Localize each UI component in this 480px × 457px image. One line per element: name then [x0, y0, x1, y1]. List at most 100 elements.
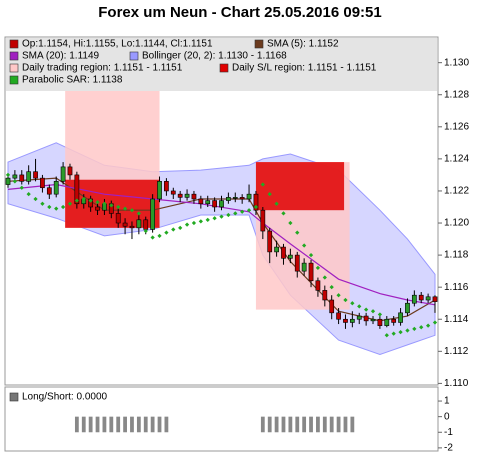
legend-swatch [9, 75, 19, 85]
bar [274, 416, 279, 433]
bar [150, 416, 155, 433]
candle-body [157, 181, 162, 200]
y-tick-label: 1.114 [444, 314, 469, 325]
candle-body [219, 200, 224, 208]
bar [74, 416, 79, 433]
candle-body [308, 262, 314, 282]
sar-dot [150, 235, 155, 240]
candle-body [46, 187, 52, 195]
y-tick-label: 1.120 [444, 218, 469, 229]
sar-dot [350, 301, 355, 306]
sar-dot [198, 219, 203, 224]
sar-dot [377, 312, 383, 317]
candle-body [115, 213, 121, 224]
legend-swatch [254, 39, 264, 49]
candle-body [136, 219, 142, 229]
sar-dot [164, 230, 169, 235]
candle-body [122, 222, 128, 227]
sar-dot [184, 222, 190, 227]
candle-body [19, 174, 25, 182]
sar-dot [357, 304, 362, 309]
y-tick-label: 1.112 [444, 346, 469, 357]
sar-dot [191, 220, 197, 226]
candle-body [184, 193, 190, 198]
sar-dot [322, 275, 327, 280]
sar-dot [178, 225, 183, 230]
bar [329, 416, 334, 433]
bar [130, 416, 134, 433]
sar-dot [205, 217, 210, 222]
sar-dot [391, 331, 396, 336]
legend-swatch [9, 51, 19, 61]
y-tick-label: 1.126 [444, 121, 469, 132]
bar [164, 416, 169, 433]
sar-dot [122, 206, 128, 211]
candle-body [418, 294, 424, 301]
sl-regions [255, 162, 345, 211]
legend-swatch [129, 51, 139, 61]
sar-dot [47, 204, 52, 210]
candle-body [53, 181, 59, 195]
candle-body [432, 296, 438, 302]
sar-dot [102, 201, 107, 206]
bar [95, 416, 100, 433]
legend-swatch [9, 39, 19, 49]
sar-dot [95, 200, 100, 205]
bar [116, 416, 121, 433]
sar-dot [19, 185, 24, 190]
legend-label: SMA (5): 1.1152 [267, 39, 339, 50]
bar [81, 416, 86, 433]
bar [295, 416, 300, 433]
sar-dot [81, 196, 86, 202]
legend-label: Op:1.1154, Hi:1.1155, Lo:1.1144, Cl:1.11… [22, 39, 213, 50]
candle-body [349, 318, 355, 323]
candle-body [239, 197, 245, 200]
sar-dot [295, 230, 300, 235]
candle-body [177, 193, 183, 198]
bar [109, 416, 114, 433]
sar-dot [26, 192, 31, 197]
candle-body [170, 190, 176, 195]
sar-dot [143, 228, 148, 234]
sar-dot [67, 201, 73, 206]
main-plot: 1.110 1.112 1.114 1.116 1.118 1.120 1.122 1.124… [5, 38, 469, 389]
candle-body [274, 246, 279, 253]
y-tick-label: 1.122 [444, 186, 469, 197]
candle-body [322, 290, 328, 301]
sar-dot [219, 214, 224, 219]
sar-dot [60, 204, 66, 210]
sar-dot [412, 326, 417, 331]
bar [316, 416, 320, 433]
sar-dot [260, 182, 265, 187]
y-tick-label: -1 [444, 427, 453, 438]
y-tick-label: 1.118 [444, 250, 469, 261]
bar [288, 416, 293, 433]
bar [136, 416, 141, 433]
sar-dot [281, 211, 286, 216]
legend-swatch [219, 63, 229, 73]
candle-body [26, 171, 32, 182]
sar-dot [233, 211, 238, 216]
lower-plot: 1 0 -1 -2 Long/Short: 0.0000 [9, 392, 453, 454]
candle-body [198, 198, 204, 205]
sar-dot [329, 285, 334, 290]
sar-dot [116, 204, 121, 210]
y-tick-label: 1.116 [444, 282, 469, 293]
candle-body [95, 206, 100, 211]
legend-label: Parabolic SAR: 1.1138 [22, 75, 123, 86]
sar-dot [12, 179, 18, 184]
y-tick-label: 0 [444, 411, 450, 422]
candle-body [329, 299, 335, 314]
candle-body [425, 296, 431, 301]
bar [267, 416, 272, 433]
sar-dot [384, 333, 389, 338]
sar-dot [226, 212, 231, 218]
sar-dot [136, 211, 141, 216]
candle-body [40, 177, 45, 189]
candle-body [226, 197, 231, 201]
bar [123, 416, 127, 433]
sar-dot [343, 297, 348, 303]
candle-body [212, 200, 217, 208]
sar-dot [405, 328, 410, 333]
